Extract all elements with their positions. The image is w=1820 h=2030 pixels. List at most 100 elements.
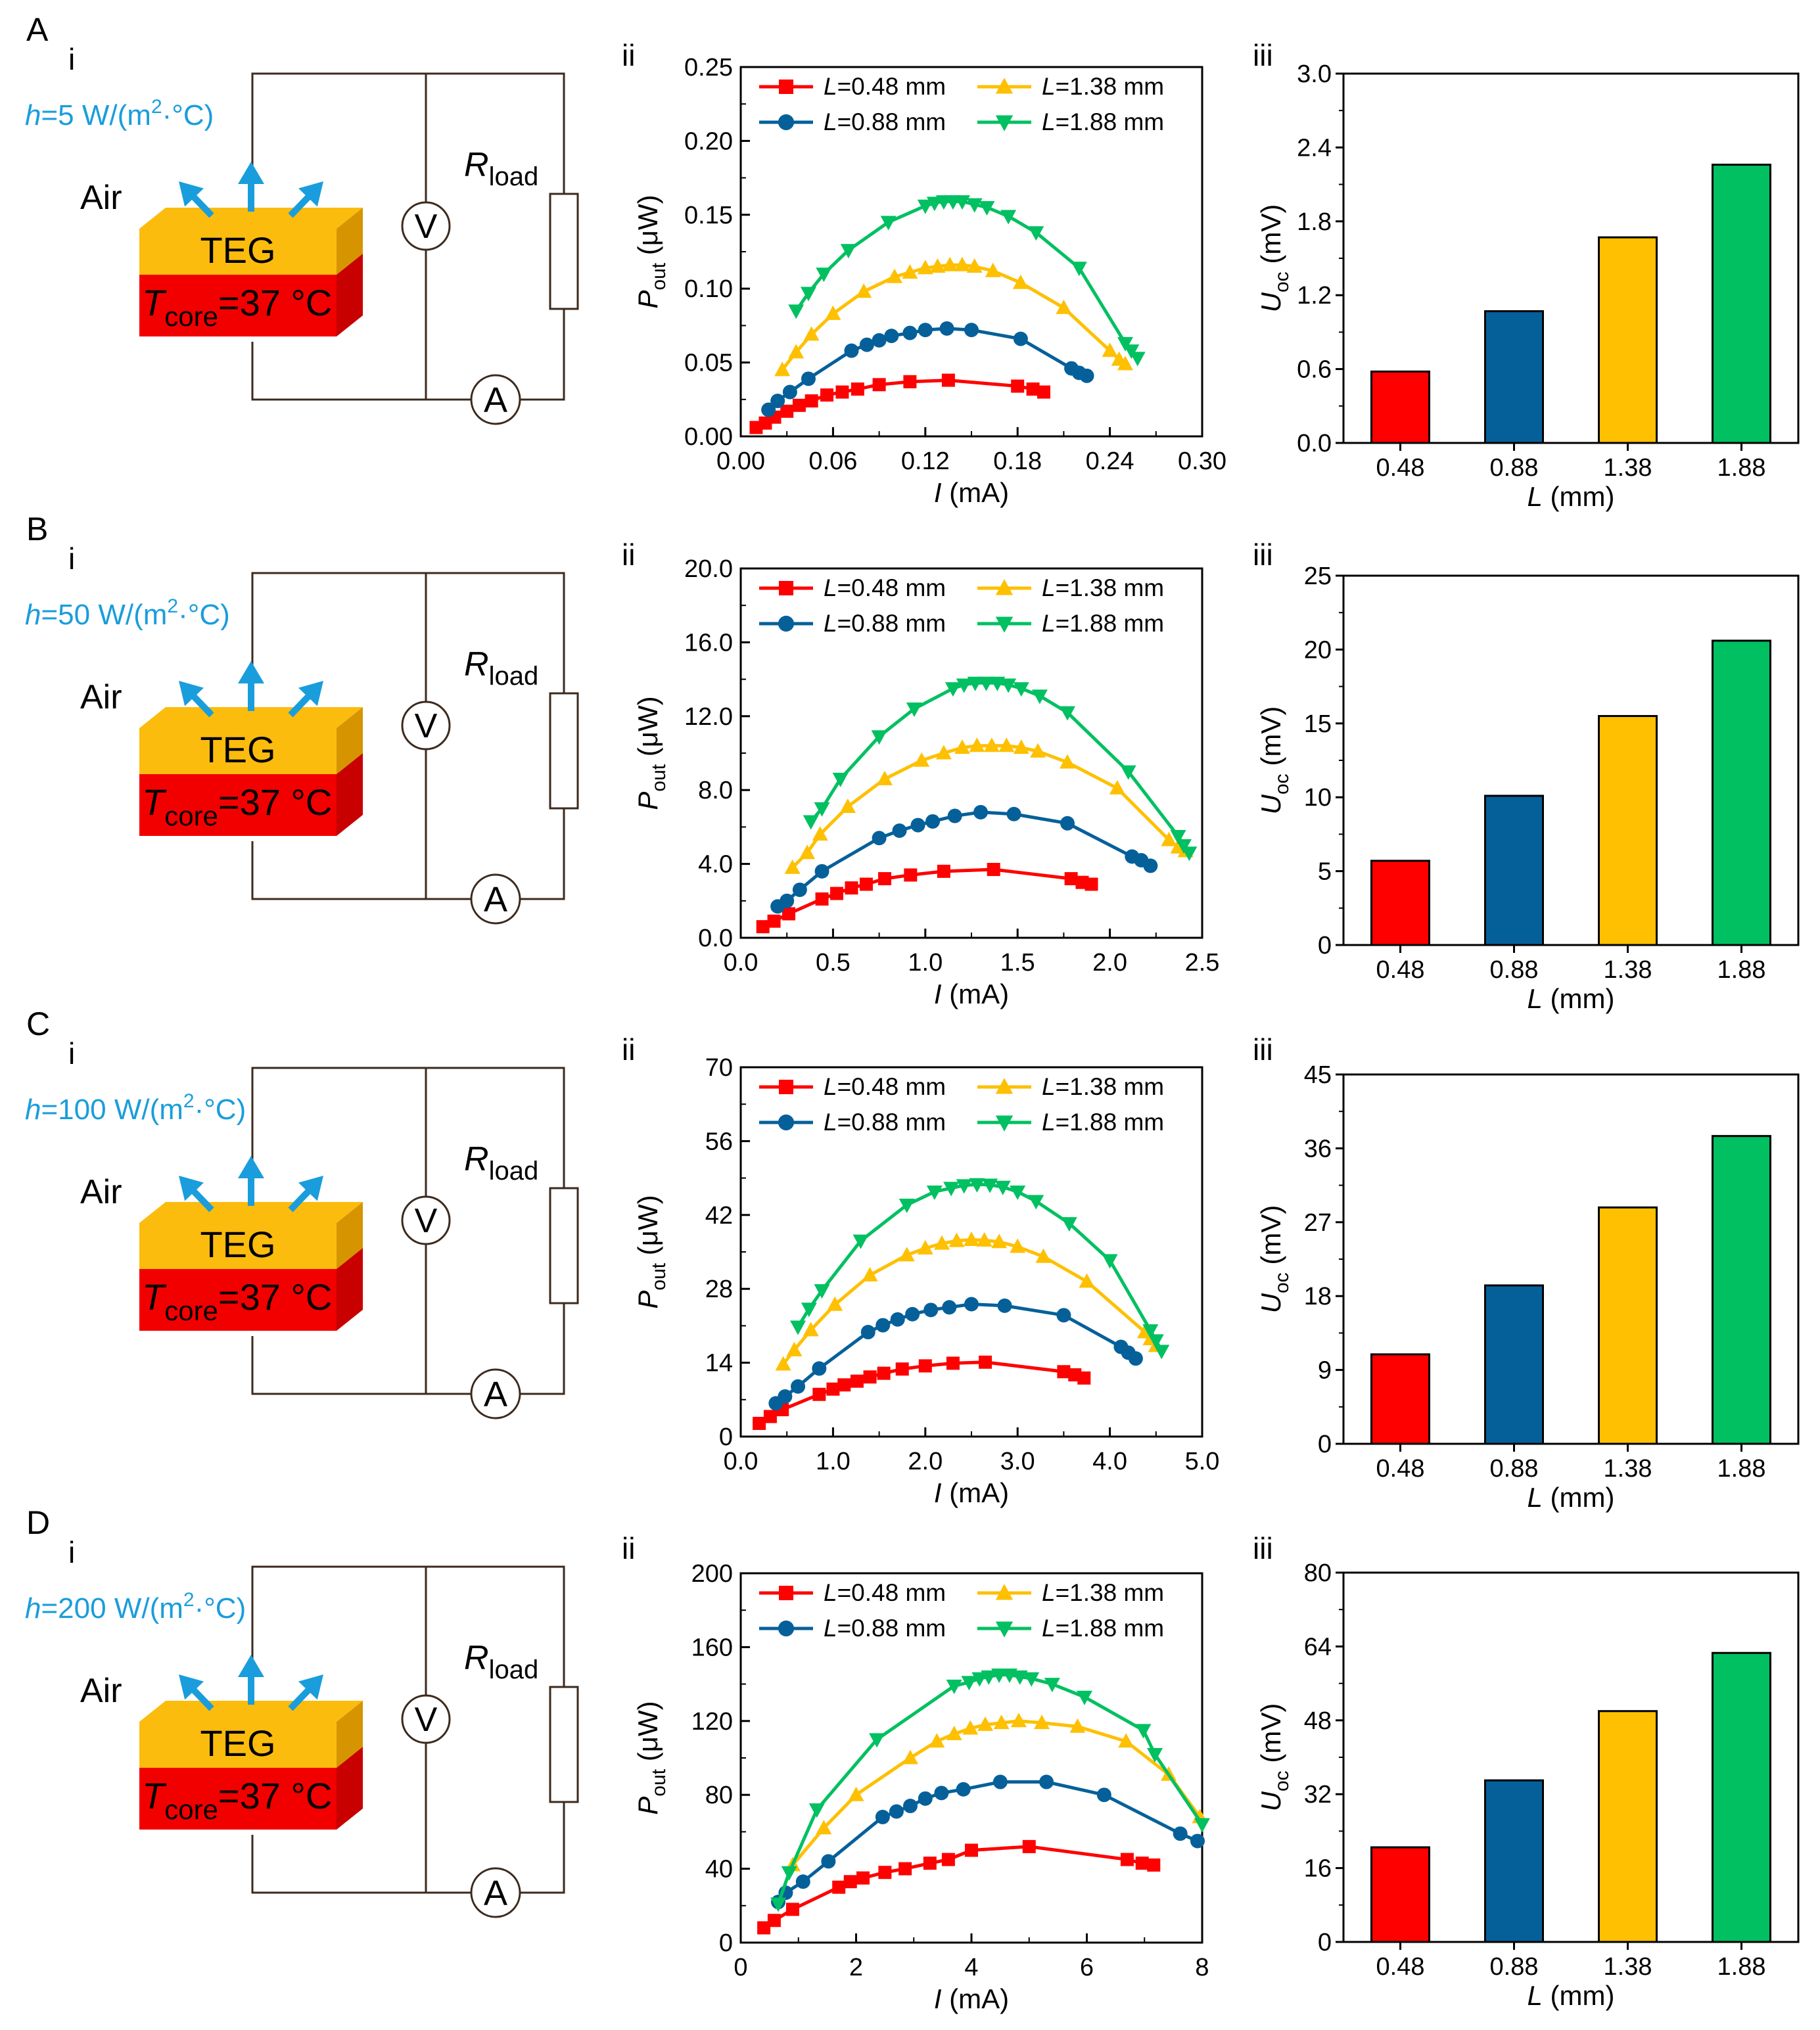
core-temperature-label: Tcore=37 °C <box>142 1775 332 1825</box>
legend-label-value: =1.88 mm <box>1056 1109 1165 1136</box>
data-point <box>788 304 805 319</box>
teg-yellow-layer <box>139 1223 337 1269</box>
x-tick-label: 4 <box>964 1954 978 1981</box>
data-point <box>1117 356 1133 371</box>
y-tick-label-text: 40 <box>705 1856 733 1883</box>
legend-label: L=0.88 mm <box>824 1615 946 1642</box>
data-point <box>767 1914 781 1927</box>
data-point <box>800 287 816 302</box>
h-superscript: 2 <box>183 1589 195 1611</box>
legend-label: L=1.88 mm <box>1042 1615 1164 1642</box>
legend-marker <box>995 78 1014 94</box>
data-point <box>946 1679 962 1694</box>
air-label: Air <box>80 179 122 217</box>
data-point <box>843 1875 857 1889</box>
series-2 <box>784 737 1194 874</box>
x-tick-label-text: 4 <box>964 1954 978 1981</box>
y-tick-label-text: 70 <box>705 1054 733 1082</box>
load-resistor <box>549 193 579 310</box>
y-tick-label: 0.20 <box>684 127 733 155</box>
power-chart-C: ii 0.0 1.0 2.0 3.0 4.0 5.0 0 14 28 42 56 70 I (mA) Pou… <box>622 1032 1219 1508</box>
data-point <box>981 1670 997 1685</box>
data-point <box>985 262 1001 277</box>
y-tick-label: 42 <box>705 1202 733 1230</box>
bar-1.88 <box>1712 1651 1771 1943</box>
x-tick-label: 0.0 <box>724 1448 758 1475</box>
air-label-text: Air <box>80 1672 122 1710</box>
y-axis-label-sub: out <box>648 1262 670 1290</box>
x-tick-label: 0.48 <box>1376 956 1425 984</box>
data-point <box>917 1239 933 1255</box>
data-point <box>979 1355 992 1369</box>
data-point <box>923 1857 937 1870</box>
data-point <box>961 1676 977 1691</box>
data-point <box>1031 689 1048 704</box>
legend-marker <box>779 80 793 94</box>
x-tick-label: 0.48 <box>1376 454 1425 482</box>
y-tick-label: 0.05 <box>684 350 733 377</box>
teg-side-yellow <box>337 208 363 275</box>
data-point <box>832 772 849 787</box>
data-point <box>753 1416 766 1430</box>
series-1 <box>770 804 1158 914</box>
bar-0.88 <box>1484 1284 1544 1445</box>
legend-label-value: =0.88 mm <box>837 108 946 135</box>
legend-label-value: =0.48 mm <box>837 73 946 100</box>
data-point <box>1006 806 1021 821</box>
data-point <box>872 831 887 846</box>
x-tick-label: 1.38 <box>1604 454 1652 482</box>
teg-side-yellow <box>337 1202 363 1269</box>
circuit-wire-right <box>519 1303 565 1395</box>
voltmeter-label: V <box>415 707 438 745</box>
data-point <box>859 877 873 891</box>
x-tick-label: 0.24 <box>1086 448 1134 475</box>
legend-label-value: =0.88 mm <box>837 610 946 637</box>
circuit-wire-bottom <box>251 1336 472 1395</box>
x-axis-label: I (mA) <box>934 477 1009 508</box>
y-tick-label-text: 0 <box>1318 1929 1332 1956</box>
data-point <box>863 1370 877 1384</box>
x-tick-label: 4.0 <box>1092 1448 1127 1475</box>
data-point <box>889 1804 904 1819</box>
data-point <box>1011 379 1025 393</box>
y-tick-label-text: 45 <box>1304 1061 1332 1089</box>
data-point <box>878 872 892 886</box>
legend-label-value: =0.48 mm <box>837 1579 946 1606</box>
x-tick-label: 1.38 <box>1604 1953 1652 1981</box>
series-1 <box>768 1297 1143 1411</box>
y-axis-label-unit: (mV) <box>1255 1205 1286 1273</box>
data-point <box>1000 210 1017 225</box>
subpanel-label-i: i <box>68 42 75 76</box>
series-3 <box>788 195 1146 367</box>
data-point <box>1013 331 1028 346</box>
x-tick-label-text: 1.88 <box>1717 1455 1766 1483</box>
x-tick-label: 6 <box>1080 1954 1094 1981</box>
core-temperature-label: Tcore=37 °C <box>142 282 332 332</box>
heat-flow-arrow-icon <box>298 681 323 706</box>
data-point <box>814 864 829 879</box>
x-axis-label-unit: (mm) <box>1543 983 1615 1014</box>
ammeter-label: A <box>484 1874 507 1913</box>
subpanel-label-ii: ii <box>622 1531 635 1565</box>
y-tick-label-text: 4.0 <box>698 851 733 879</box>
data-point <box>812 1361 827 1376</box>
y-tick-label-text: 32 <box>1304 1781 1332 1809</box>
heat-flow-arrow-icon <box>238 162 264 184</box>
y-tick-label-text: 56 <box>705 1128 733 1155</box>
legend-label: L=0.48 mm <box>824 73 946 100</box>
data-point <box>982 1178 998 1193</box>
data-point <box>937 864 950 878</box>
y-tick-label-text: 0.05 <box>684 350 733 377</box>
teg-top-face <box>139 1701 363 1722</box>
x-axis-label-i: I <box>934 1477 942 1508</box>
data-point <box>943 1182 960 1197</box>
data-point <box>966 258 983 273</box>
data-point <box>1079 1273 1095 1288</box>
y-axis-label: Pout (μW) <box>632 195 670 308</box>
x-tick-label: 0.5 <box>816 949 851 977</box>
legend-marker <box>778 1620 795 1637</box>
legend-marker <box>779 1080 793 1094</box>
heat-flow-arrow-icon <box>179 1176 204 1201</box>
y-tick-label: 18 <box>1304 1283 1332 1310</box>
data-point <box>983 737 1000 752</box>
